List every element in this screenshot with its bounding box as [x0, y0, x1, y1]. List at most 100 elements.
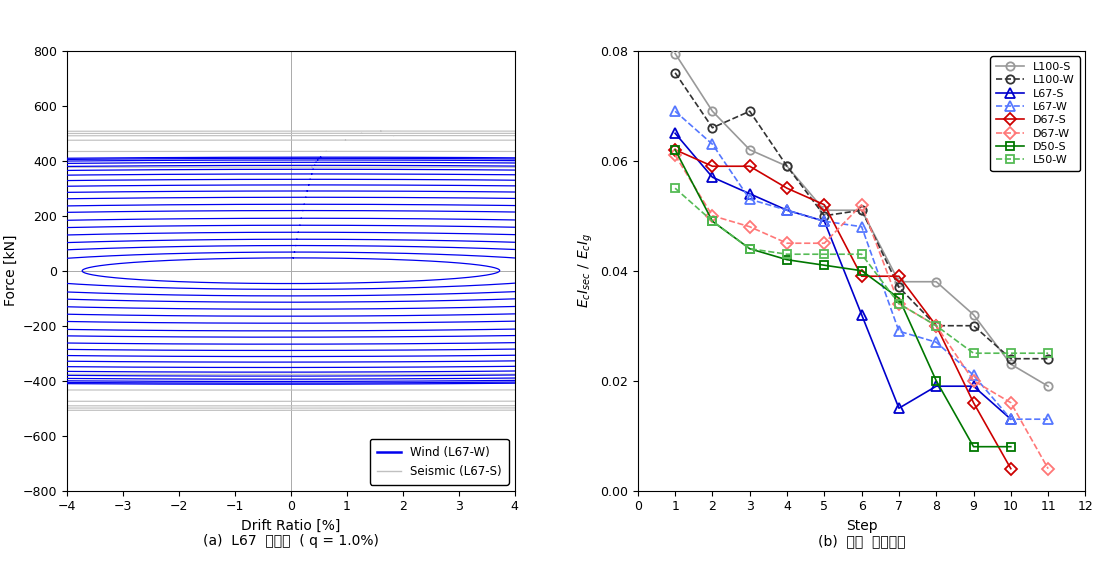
D67-S [780, 185, 793, 192]
Line: L50-W: L50-W [671, 184, 1052, 358]
L67-S [818, 218, 831, 224]
L67-S [930, 383, 943, 390]
L100-W [967, 322, 980, 329]
L67-W [818, 218, 831, 224]
L100-S [1004, 361, 1017, 368]
L100-W [1004, 355, 1017, 362]
L50-W [668, 185, 681, 192]
Line: L67-S: L67-S [670, 129, 1016, 424]
Legend: Wind (L67-W), Seismic (L67-S): Wind (L67-W), Seismic (L67-S) [370, 439, 509, 485]
L50-W [743, 245, 756, 252]
D67-S [668, 147, 681, 153]
Line: L100-S: L100-S [671, 49, 1052, 390]
L67-S [967, 383, 980, 390]
L67-S [780, 207, 793, 214]
D67-W [855, 201, 868, 208]
L67-S [743, 191, 756, 197]
L67-W [668, 108, 681, 114]
L67-W [967, 372, 980, 378]
L67-S [668, 130, 681, 136]
L67-W [1042, 416, 1055, 422]
D50-S [743, 245, 756, 252]
D67-W [967, 377, 980, 384]
L100-W [818, 213, 831, 219]
L50-W [930, 322, 943, 329]
L100-S [1042, 383, 1055, 390]
L100-W [855, 207, 868, 214]
L50-W [706, 218, 720, 224]
L100-W [892, 284, 905, 290]
L67-S [892, 405, 905, 412]
L67-S [706, 174, 720, 180]
D67-S [818, 201, 831, 208]
D67-S [743, 163, 756, 170]
L100-S [892, 279, 905, 285]
D67-W [743, 223, 756, 230]
L50-W [892, 300, 905, 307]
Line: L100-W: L100-W [671, 69, 1052, 363]
L50-W [1004, 350, 1017, 356]
D50-S [930, 377, 943, 384]
D67-W [930, 322, 943, 329]
D67-W [780, 240, 793, 246]
D50-S [1004, 443, 1017, 450]
L67-S [1004, 416, 1017, 422]
D50-S [855, 267, 868, 274]
D67-S [892, 273, 905, 280]
L100-W [668, 69, 681, 76]
Line: D67-S: D67-S [671, 146, 1015, 473]
L67-W [780, 207, 793, 214]
L67-W [743, 196, 756, 202]
L100-S [668, 50, 681, 57]
D67-W [706, 213, 720, 219]
L50-W [780, 251, 793, 258]
D50-S [818, 262, 831, 268]
L100-W [930, 322, 943, 329]
D50-S [668, 147, 681, 153]
L67-W [892, 328, 905, 334]
X-axis label: Step: Step [846, 519, 877, 533]
Text: (b)  평균  할선강성: (b) 평균 할선강성 [818, 535, 905, 548]
L100-W [780, 163, 793, 170]
Line: D50-S: D50-S [671, 146, 1015, 451]
L100-S [855, 207, 868, 214]
D50-S [780, 256, 793, 263]
L50-W [967, 350, 980, 356]
L100-S [818, 207, 831, 214]
D50-S [706, 218, 720, 224]
D67-S [1004, 465, 1017, 472]
X-axis label: Drift Ratio [%]: Drift Ratio [%] [242, 519, 340, 533]
L100-S [743, 147, 756, 153]
D67-W [892, 300, 905, 307]
L50-W [855, 251, 868, 258]
L50-W [1042, 350, 1055, 356]
L100-W [1042, 355, 1055, 362]
Y-axis label: Force [kN]: Force [kN] [3, 235, 18, 306]
L67-W [855, 223, 868, 230]
L100-S [967, 311, 980, 318]
L100-S [780, 163, 793, 170]
L100-S [930, 279, 943, 285]
Y-axis label: $E_c I_{sec}\ /\ E_c I_g$: $E_c I_{sec}\ /\ E_c I_g$ [576, 233, 594, 309]
L67-W [706, 141, 720, 148]
Text: (a)  L67  시리즈  ( q = 1.0%): (a) L67 시리즈 ( q = 1.0%) [203, 535, 379, 548]
D67-W [818, 240, 831, 246]
L67-W [1004, 416, 1017, 422]
D67-W [668, 152, 681, 158]
D67-W [1004, 399, 1017, 406]
D50-S [892, 295, 905, 302]
L100-S [706, 108, 720, 114]
L67-S [855, 311, 868, 318]
D67-S [706, 163, 720, 170]
L67-W [930, 339, 943, 346]
Legend: L100-S, L100-W, L67-S, L67-W, D67-S, D67-W, D50-S, L50-W: L100-S, L100-W, L67-S, L67-W, D67-S, D67… [990, 56, 1080, 171]
D67-W [1042, 465, 1055, 472]
L50-W [818, 251, 831, 258]
D50-S [967, 443, 980, 450]
Line: D67-W: D67-W [671, 151, 1052, 473]
Line: L67-W: L67-W [670, 107, 1053, 424]
L100-W [743, 108, 756, 114]
L100-W [706, 125, 720, 131]
D67-S [855, 273, 868, 280]
D67-S [967, 399, 980, 406]
